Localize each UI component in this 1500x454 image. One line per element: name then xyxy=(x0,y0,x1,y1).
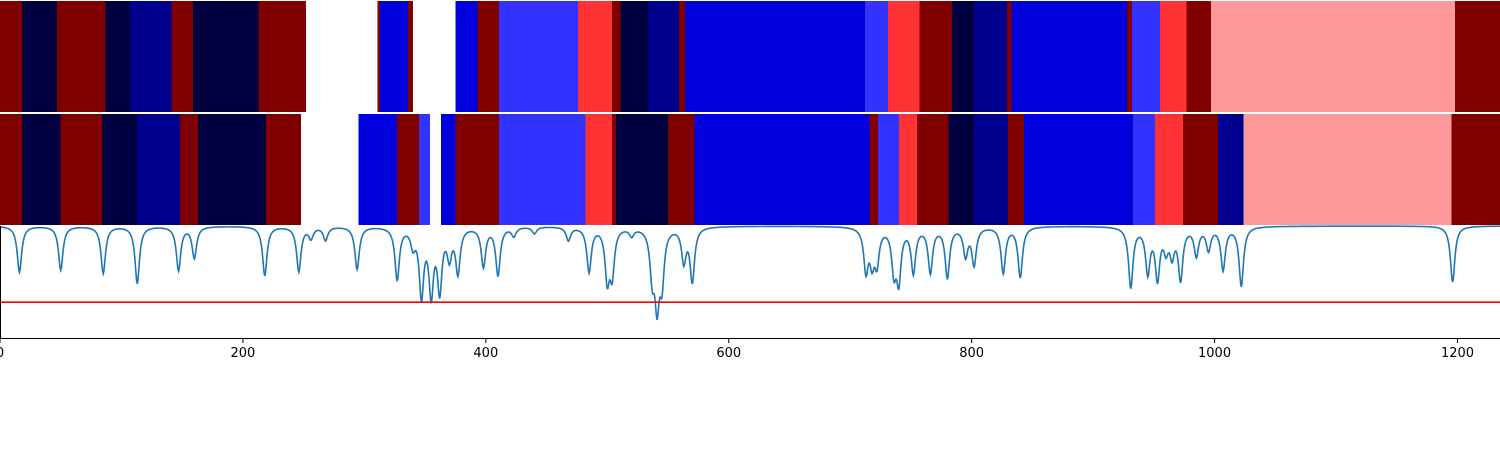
track-1-segment-30 xyxy=(1155,114,1183,225)
track-1-segment-21 xyxy=(869,114,879,225)
track-1-segment-7 xyxy=(265,114,302,225)
track-0-segment-8 xyxy=(306,1,378,112)
track-1-segment-8 xyxy=(301,114,359,225)
x-tick-label: 600 xyxy=(716,346,741,361)
track-1-segment-34 xyxy=(1451,114,1500,225)
track-0-segment-21 xyxy=(685,1,865,112)
track-1-segment-3 xyxy=(102,114,138,225)
track-0-segment-5 xyxy=(171,1,194,112)
track-1-segment-13 xyxy=(440,114,456,225)
track-1-segment-31 xyxy=(1182,114,1219,225)
track-0-segment-3 xyxy=(105,1,130,112)
track-1-segment-18 xyxy=(615,114,669,225)
track-0-segment-20 xyxy=(678,1,686,112)
track-0-segment-32 xyxy=(1186,1,1211,112)
track-0-segment-0 xyxy=(0,1,22,112)
x-tick-label: 400 xyxy=(473,346,498,361)
track-0-segment-17 xyxy=(612,1,621,112)
x-tick-label: 0 xyxy=(0,346,4,361)
track-1-segment-0 xyxy=(0,114,22,225)
track-0-segment-11 xyxy=(408,1,413,112)
track-1-segment-33 xyxy=(1243,114,1452,225)
track-1-segment-25 xyxy=(948,114,975,225)
track-1-segment-17 xyxy=(612,114,616,225)
track-1-segment-14 xyxy=(455,114,500,225)
x-tick-label: 200 xyxy=(231,346,256,361)
track-1-segment-19 xyxy=(668,114,695,225)
track-1-segment-16 xyxy=(585,114,613,225)
track-1-segment-26 xyxy=(974,114,1009,225)
track-1-segment-29 xyxy=(1133,114,1156,225)
track-0-segment-29 xyxy=(1127,1,1132,112)
track-0-segment-16 xyxy=(578,1,613,112)
state-track-top xyxy=(0,1,1500,112)
track-1-segment-11 xyxy=(419,114,430,225)
track-0-segment-1 xyxy=(21,1,58,112)
track-0-segment-19 xyxy=(648,1,679,112)
track-1-segment-32 xyxy=(1218,114,1244,225)
track-1-segment-20 xyxy=(694,114,870,225)
track-1-segment-1 xyxy=(21,114,61,225)
track-0-segment-27 xyxy=(1006,1,1012,112)
track-0-segment-25 xyxy=(952,1,975,112)
track-1-segment-22 xyxy=(878,114,899,225)
track-0-segment-2 xyxy=(57,1,106,112)
track-1-segment-10 xyxy=(397,114,420,225)
x-tick-label: 1000 xyxy=(1198,346,1231,361)
track-0-segment-18 xyxy=(620,1,649,112)
track-1-segment-24 xyxy=(917,114,949,225)
track-0-segment-6 xyxy=(193,1,259,112)
track-1-segment-23 xyxy=(898,114,918,225)
track-0-segment-26 xyxy=(974,1,1007,112)
track-0-segment-4 xyxy=(129,1,172,112)
track-0-segment-33 xyxy=(1210,1,1456,112)
track-0-segment-15 xyxy=(499,1,579,112)
track-0-segment-7 xyxy=(258,1,307,112)
track-0-segment-34 xyxy=(1455,1,1500,112)
track-0-segment-10 xyxy=(380,1,409,112)
track-1-segment-5 xyxy=(179,114,198,225)
track-0-segment-30 xyxy=(1131,1,1160,112)
track-0-segment-31 xyxy=(1159,1,1187,112)
track-1-segment-28 xyxy=(1023,114,1134,225)
track-0-segment-23 xyxy=(887,1,920,112)
state-track-bottom xyxy=(0,114,1500,225)
signal-panel xyxy=(0,225,1500,339)
track-0-segment-13 xyxy=(455,1,478,112)
x-tick-label: 1200 xyxy=(1441,346,1474,361)
signal-background xyxy=(0,226,1500,338)
track-1-segment-9 xyxy=(358,114,398,225)
x-axis: 0 200 400 600 800 1000 1200 xyxy=(0,338,1474,361)
track-0-segment-14 xyxy=(477,1,500,112)
track-0-segment-12 xyxy=(412,1,456,112)
track-1-segment-27 xyxy=(1008,114,1024,225)
track-0-segment-22 xyxy=(864,1,888,112)
track-1-segment-6 xyxy=(197,114,266,225)
track-1-segment-12 xyxy=(429,114,441,225)
track-1-segment-4 xyxy=(137,114,180,225)
track-1-segment-15 xyxy=(499,114,586,225)
signal-line xyxy=(0,225,1500,321)
track-0-segment-28 xyxy=(1011,1,1128,112)
x-tick-label: 800 xyxy=(959,346,984,361)
track-0-segment-9 xyxy=(377,1,381,112)
track-1-segment-2 xyxy=(60,114,103,225)
track-0-segment-24 xyxy=(919,1,953,112)
